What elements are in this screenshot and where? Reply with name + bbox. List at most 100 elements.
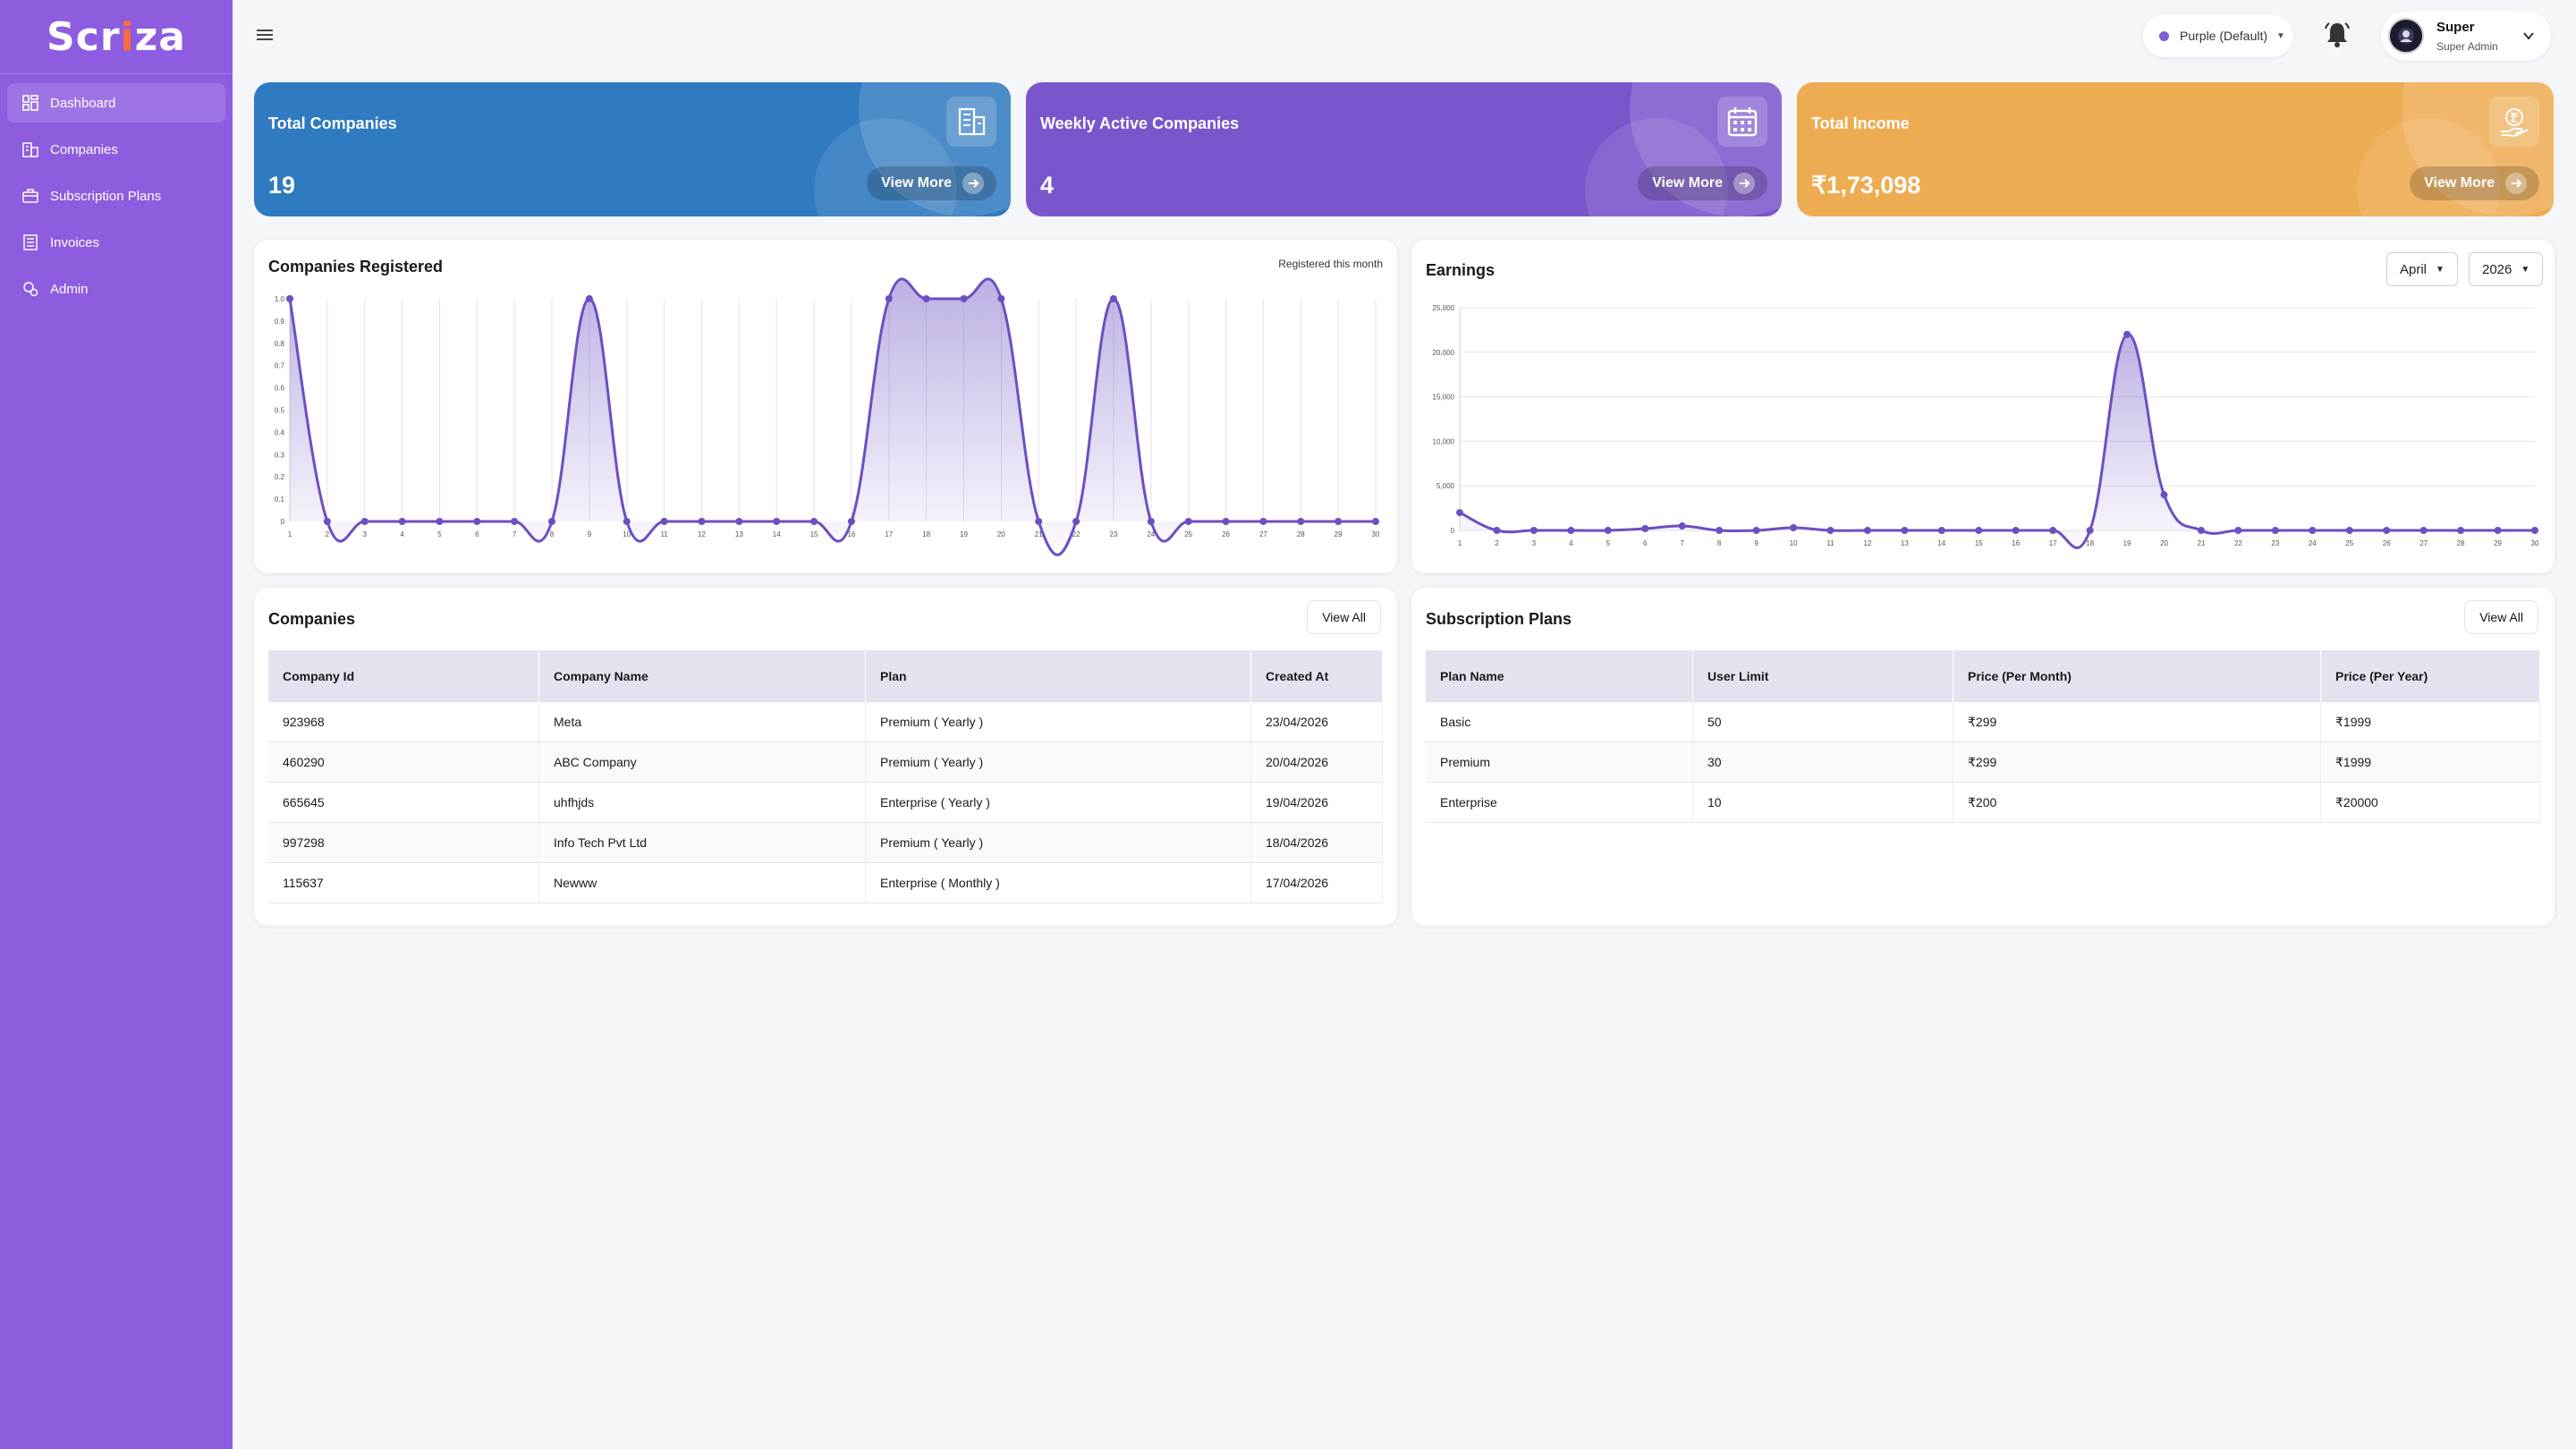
data-point[interactable] bbox=[2197, 527, 2205, 534]
view-all-label: View All bbox=[2479, 610, 2523, 624]
table-cell: Premium ( Yearly ) bbox=[865, 822, 1251, 863]
data-point[interactable] bbox=[922, 295, 930, 302]
data-point[interactable] bbox=[1072, 518, 1080, 525]
sidebar-item-label: Companies bbox=[50, 141, 118, 157]
menu-toggle-icon[interactable] bbox=[252, 23, 277, 47]
data-point[interactable] bbox=[660, 518, 668, 525]
table-row[interactable]: 665645 uhfhjds Enterprise ( Yearly ) 19/04/… bbox=[268, 782, 1383, 823]
data-point[interactable] bbox=[1826, 527, 1835, 534]
data-point[interactable] bbox=[2086, 527, 2094, 534]
data-point[interactable] bbox=[1184, 518, 1192, 525]
data-point[interactable] bbox=[1259, 518, 1267, 525]
data-point[interactable] bbox=[698, 518, 706, 525]
table-row[interactable]: 460290 ABC Company Premium ( Yearly ) 20/04… bbox=[268, 741, 1383, 783]
view-more-button[interactable]: View More bbox=[867, 166, 996, 200]
data-point[interactable] bbox=[2234, 527, 2242, 534]
data-point[interactable] bbox=[1567, 527, 1575, 534]
data-point[interactable] bbox=[810, 518, 818, 525]
data-point[interactable] bbox=[960, 295, 968, 302]
data-point[interactable] bbox=[1222, 518, 1230, 525]
y-tick-label: 15,000 bbox=[1433, 394, 1455, 402]
data-point[interactable] bbox=[1752, 527, 1760, 534]
data-point[interactable] bbox=[473, 518, 481, 525]
table-row[interactable]: 923968 Meta Premium ( Yearly ) 23/04/2026 bbox=[268, 702, 1383, 742]
sidebar-item-invoices[interactable]: Invoices bbox=[7, 223, 225, 262]
data-point[interactable] bbox=[1109, 295, 1117, 302]
data-point[interactable] bbox=[1790, 524, 1798, 532]
companies-table: Company Id Company Name Plan Created At … bbox=[268, 650, 1383, 903]
data-point[interactable] bbox=[997, 295, 1005, 302]
data-point[interactable] bbox=[885, 295, 893, 302]
table-cell: Enterprise ( Yearly ) bbox=[865, 782, 1251, 823]
data-point[interactable] bbox=[2457, 527, 2465, 534]
table-row[interactable]: Basic 50 ₹299 ₹1999 bbox=[1426, 702, 2540, 742]
sidebar-item-companies[interactable]: Companies bbox=[7, 130, 225, 169]
data-point[interactable] bbox=[1147, 518, 1155, 525]
data-point[interactable] bbox=[511, 518, 519, 525]
user-menu[interactable]: Super Super Admin bbox=[2381, 11, 2551, 61]
data-point[interactable] bbox=[735, 518, 743, 525]
table-row[interactable]: 997298 Info Tech Pvt Ltd Premium ( Yearly … bbox=[268, 822, 1383, 863]
data-point[interactable] bbox=[773, 518, 781, 525]
caret-down-icon: ▼ bbox=[2436, 264, 2445, 275]
bell-icon[interactable] bbox=[2322, 20, 2352, 50]
month-select[interactable]: April ▼ bbox=[2386, 252, 2458, 286]
data-point[interactable] bbox=[360, 518, 369, 525]
theme-select[interactable]: Purple (Default) ▼ bbox=[2143, 14, 2293, 57]
data-point[interactable] bbox=[1716, 527, 1724, 534]
data-point[interactable] bbox=[2531, 527, 2538, 534]
data-point[interactable] bbox=[2271, 527, 2279, 534]
data-point[interactable] bbox=[2123, 330, 2131, 338]
sidebar-item-dashboard[interactable]: Dashboard bbox=[7, 83, 225, 123]
x-tick-label: 8 bbox=[550, 530, 555, 538]
data-point[interactable] bbox=[1641, 525, 1649, 533]
data-point[interactable] bbox=[1493, 527, 1501, 534]
view-more-button[interactable]: View More bbox=[1638, 166, 1767, 200]
data-point[interactable] bbox=[585, 295, 593, 302]
view-more-button[interactable]: View More bbox=[2410, 166, 2539, 200]
data-point[interactable] bbox=[2309, 527, 2317, 534]
x-tick-label: 25 bbox=[2345, 539, 2353, 547]
data-point[interactable] bbox=[2494, 527, 2502, 534]
x-tick-label: 26 bbox=[1222, 530, 1230, 538]
sidebar-item-subscription-plans[interactable]: Subscription Plans bbox=[7, 176, 225, 216]
data-point[interactable] bbox=[1604, 527, 1612, 534]
y-tick-label: 0.7 bbox=[275, 362, 285, 370]
table-row[interactable]: Enterprise 10 ₹200 ₹20000 bbox=[1426, 782, 2540, 823]
data-point[interactable] bbox=[548, 518, 556, 525]
table-row[interactable]: Premium 30 ₹299 ₹1999 bbox=[1426, 741, 2540, 783]
year-select[interactable]: 2026 ▼ bbox=[2469, 252, 2544, 286]
table-row[interactable]: 115637 Newww Enterprise ( Monthly ) 17/04/2… bbox=[268, 862, 1383, 903]
data-point[interactable] bbox=[2049, 527, 2057, 534]
data-point[interactable] bbox=[2383, 527, 2391, 534]
data-point[interactable] bbox=[1530, 527, 1538, 534]
data-point[interactable] bbox=[2160, 491, 2168, 499]
data-point[interactable] bbox=[323, 518, 331, 525]
view-all-plans-button[interactable]: View All bbox=[2464, 600, 2538, 634]
data-point[interactable] bbox=[1035, 518, 1043, 525]
data-point[interactable] bbox=[1901, 527, 1909, 534]
data-point[interactable] bbox=[1335, 518, 1343, 525]
data-point[interactable] bbox=[436, 518, 444, 525]
table-cell: 20/04/2026 bbox=[1250, 741, 1383, 783]
data-point[interactable] bbox=[286, 295, 293, 302]
data-point[interactable] bbox=[2012, 527, 2020, 534]
user-name: Super bbox=[2436, 19, 2475, 35]
brand-logo[interactable]: Scr i za bbox=[0, 0, 233, 74]
x-tick-label: 29 bbox=[2494, 539, 2502, 547]
data-point[interactable] bbox=[1372, 518, 1379, 525]
data-point[interactable] bbox=[847, 518, 855, 525]
data-point[interactable] bbox=[2419, 527, 2428, 534]
data-point[interactable] bbox=[2345, 527, 2353, 534]
data-point[interactable] bbox=[1975, 527, 1983, 534]
x-tick-label: 17 bbox=[885, 530, 893, 538]
data-point[interactable] bbox=[1863, 527, 1871, 534]
data-point[interactable] bbox=[1297, 518, 1305, 525]
data-point[interactable] bbox=[623, 518, 631, 525]
sidebar-item-admin[interactable]: Admin bbox=[7, 269, 225, 309]
view-all-companies-button[interactable]: View All bbox=[1307, 600, 1381, 634]
data-point[interactable] bbox=[1937, 527, 1945, 534]
data-point[interactable] bbox=[1678, 522, 1686, 530]
data-point[interactable] bbox=[398, 518, 406, 525]
data-point[interactable] bbox=[1456, 509, 1463, 517]
